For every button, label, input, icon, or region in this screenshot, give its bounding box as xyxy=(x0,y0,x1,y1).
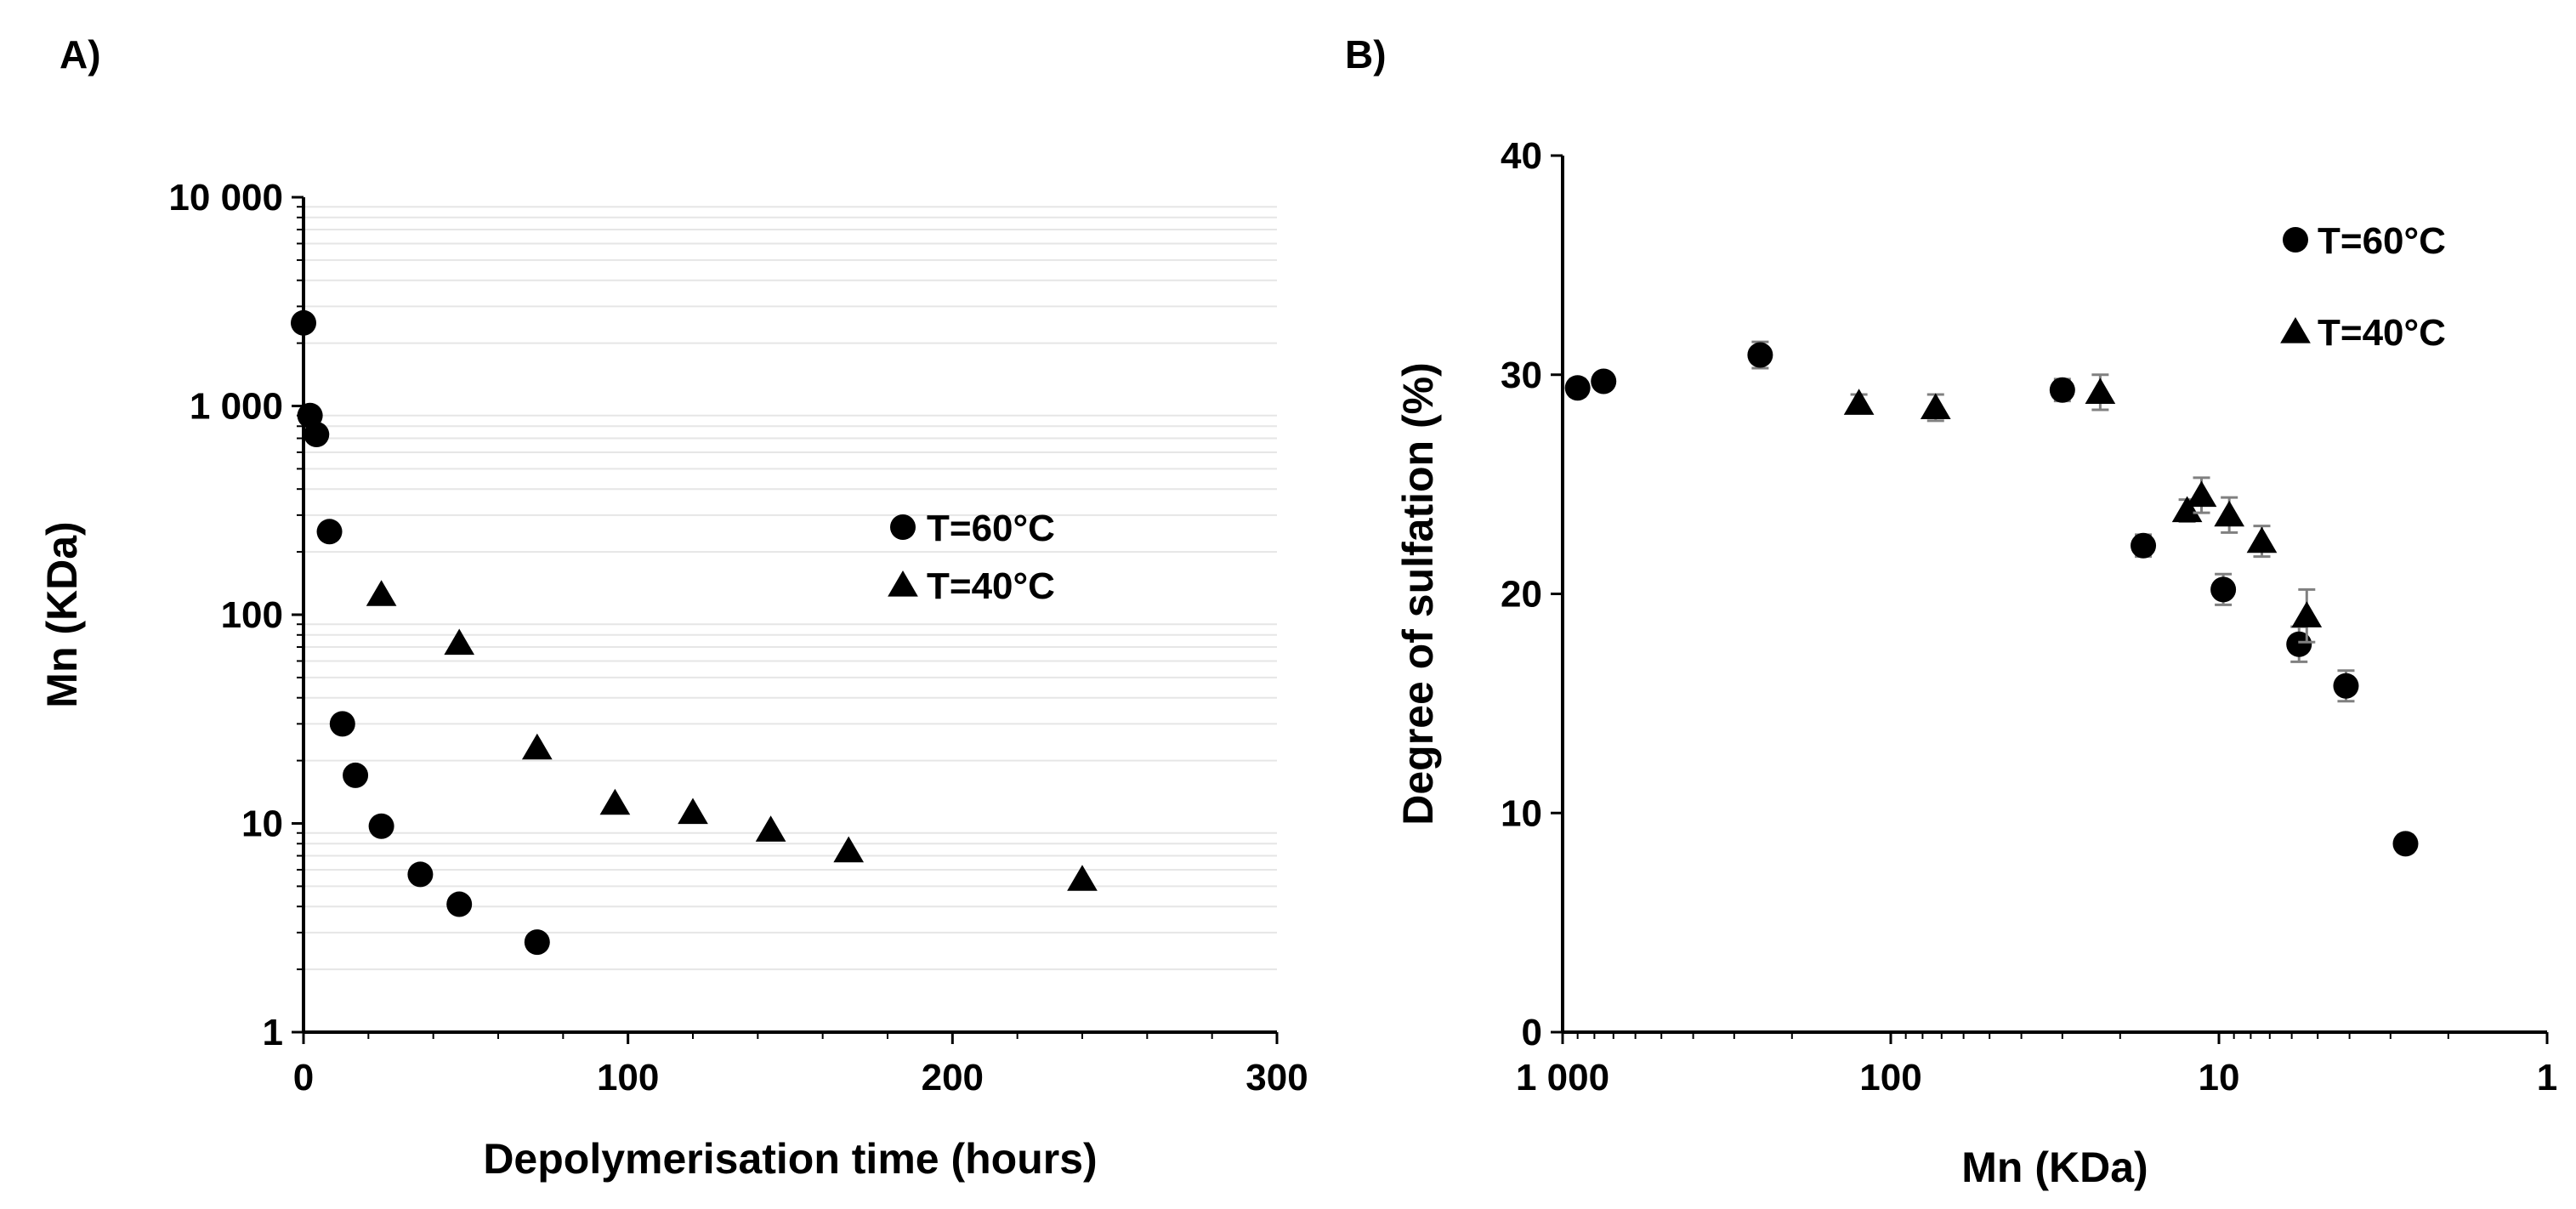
data-point-circle xyxy=(2131,532,2157,559)
chart-a: A) 1 10 100 1 000 10 000 0 100 200 300 Depolymeris… xyxy=(38,32,1308,1183)
x-tick-label: 0 xyxy=(293,1057,314,1098)
data-point-circle xyxy=(524,929,550,956)
data-point-circle xyxy=(329,711,355,737)
data-point-triangle xyxy=(1920,393,1951,420)
legend-marker-circle xyxy=(2283,227,2308,253)
data-point-triangle xyxy=(755,815,786,842)
legend-label-t40: T=40°C xyxy=(927,565,1055,607)
data-point-triangle xyxy=(2085,377,2116,404)
panel-label-b: B) xyxy=(1345,32,1387,77)
legend-marker-circle xyxy=(890,514,916,540)
x-tick-label: 200 xyxy=(922,1057,984,1098)
data-point-circle xyxy=(343,762,369,788)
legend-label-t60: T=60°C xyxy=(2318,220,2446,262)
data-point-circle xyxy=(2392,831,2419,857)
data-point-triangle xyxy=(678,797,708,825)
data-point-triangle xyxy=(444,628,475,656)
x-axis-label-a: Depolymerisation time (hours) xyxy=(483,1135,1097,1183)
x-tick-label: 10 xyxy=(2199,1057,2240,1098)
data-point-circle xyxy=(2210,576,2237,603)
legend-marker-triangle xyxy=(888,570,918,597)
series-t40 xyxy=(1843,373,2323,644)
data-point-triangle xyxy=(2246,526,2278,553)
y-tick-label: 30 xyxy=(1501,355,1542,396)
data-point-circle xyxy=(1747,342,1773,368)
data-point-circle xyxy=(368,813,394,839)
data-point-circle xyxy=(446,891,473,917)
y-tick-label: 10 xyxy=(1501,792,1542,834)
chart-b: B) 0 10 20 30 40 1 000 100 10 1 Mn (KDa) Degree of … xyxy=(1345,32,2557,1191)
x-tick-label: 1 000 xyxy=(1516,1057,1609,1098)
legend-label-t40: T=40°C xyxy=(2318,312,2446,354)
data-point-circle xyxy=(1564,375,1591,401)
y-tick-label: 40 xyxy=(1501,135,1542,177)
x-axis-label-b: Mn (KDa) xyxy=(1961,1144,2148,1191)
y-tick-label: 1 xyxy=(263,1012,283,1053)
data-point-triangle xyxy=(2186,480,2217,508)
data-point-triangle xyxy=(521,733,553,760)
gridlines-a xyxy=(304,206,1277,971)
y-axis-label-b: Degree of sulfation (%) xyxy=(1394,362,1442,825)
y-tick-label: 10 xyxy=(241,803,283,845)
data-point-circle xyxy=(2286,631,2312,657)
x-tick-label: 100 xyxy=(1859,1057,1921,1098)
series-t40 xyxy=(366,580,1098,891)
y-tick-label: 100 xyxy=(221,594,283,636)
data-point-circle xyxy=(304,422,330,448)
y-tick-label: 0 xyxy=(1522,1012,1542,1053)
series-t60 xyxy=(291,309,550,956)
data-point-triangle xyxy=(599,788,631,815)
panel-label-a: A) xyxy=(60,32,101,77)
legend-label-t60: T=60°C xyxy=(927,508,1055,549)
data-point-circle xyxy=(291,309,316,336)
legend-marker-triangle xyxy=(2280,317,2311,343)
series-t60 xyxy=(1564,340,2419,857)
x-tick-label: 300 xyxy=(1245,1057,1308,1098)
data-point-triangle xyxy=(833,836,865,863)
data-point-triangle xyxy=(1843,389,1875,415)
data-point-circle xyxy=(407,861,434,888)
y-axis-label-a: Mn (KDa) xyxy=(38,521,86,707)
x-tick-label: 100 xyxy=(597,1057,659,1098)
data-point-triangle xyxy=(2171,496,2203,523)
y-tick-label: 10 000 xyxy=(168,177,283,219)
data-point-circle xyxy=(2333,673,2359,699)
y-tick-label: 1 000 xyxy=(190,386,283,428)
data-point-circle xyxy=(1591,368,1617,394)
data-point-triangle xyxy=(1067,865,1098,891)
data-point-circle xyxy=(316,519,343,545)
data-point-triangle xyxy=(366,580,397,606)
y-tick-label: 20 xyxy=(1501,574,1542,616)
legend-a: T=60°C T=40°C xyxy=(888,508,1055,607)
data-point-triangle xyxy=(2214,500,2245,527)
x-tick-label: 1 xyxy=(2537,1057,2557,1098)
data-point-circle xyxy=(2049,377,2075,403)
data-point-triangle xyxy=(2291,601,2323,627)
legend-b: T=60°C T=40°C xyxy=(2280,220,2446,354)
